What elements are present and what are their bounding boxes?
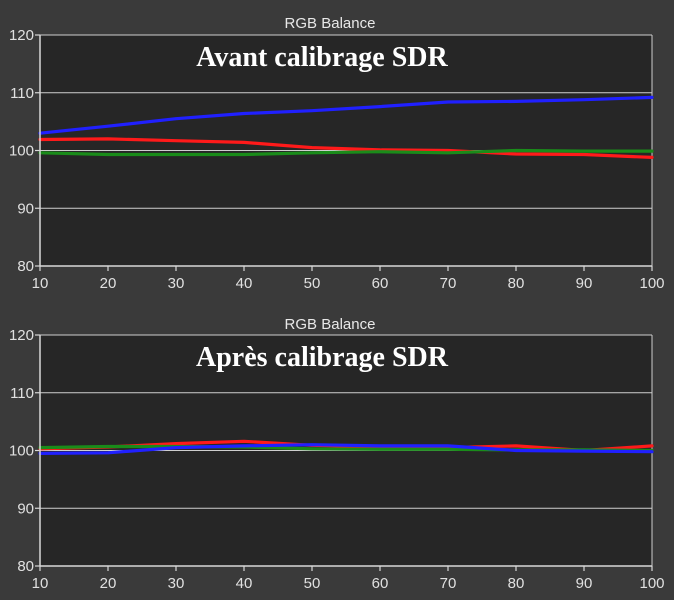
y-tick-label: 120 [9, 327, 34, 344]
x-tick-label: 70 [440, 275, 457, 292]
y-tick-label: 80 [17, 258, 34, 275]
y-tick-label: 100 [9, 143, 34, 160]
x-tick-label: 90 [576, 575, 593, 592]
x-tick-label: 70 [440, 575, 457, 592]
y-tick-label: 100 [9, 443, 34, 460]
chart-title: RGB Balance [285, 15, 376, 32]
x-tick-label: 20 [100, 575, 117, 592]
x-tick-label: 10 [32, 275, 49, 292]
x-tick-label: 50 [304, 575, 321, 592]
x-tick-label: 100 [639, 275, 664, 292]
x-tick-label: 30 [168, 275, 185, 292]
chart-panel: 80 90 100 110 120 10 20 30 40 50 60 70 80 90 100 RGB Ba… [9, 316, 665, 592]
y-tick-label: 120 [9, 27, 34, 44]
chart-annotation: Avant calibrage SDR [196, 42, 448, 73]
x-tick-label: 10 [32, 575, 49, 592]
x-tick-label: 40 [236, 575, 253, 592]
chart-panel: 80 90 100 110 120 10 20 30 40 50 60 70 80 90 100 RGB Ba… [9, 15, 665, 292]
y-tick-label: 90 [17, 500, 34, 517]
x-tick-label: 100 [639, 575, 664, 592]
x-tick-label: 80 [508, 275, 525, 292]
y-tick-label: 110 [10, 85, 34, 102]
x-tick-label: 50 [304, 275, 321, 292]
series-line [38, 443, 654, 455]
x-tick-label: 40 [236, 275, 253, 292]
x-tick-label: 20 [100, 275, 117, 292]
series-line [38, 148, 654, 157]
x-tick-label: 60 [372, 575, 389, 592]
y-tick-label: 90 [17, 200, 34, 217]
chart-title: RGB Balance [285, 316, 376, 333]
y-tick-label: 80 [17, 558, 34, 575]
x-tick-label: 80 [508, 575, 525, 592]
x-tick-label: 30 [168, 575, 185, 592]
chart-annotation: Après calibrage SDR [196, 342, 449, 373]
y-tick-label: 110 [10, 385, 34, 402]
series-line [38, 137, 654, 159]
x-tick-label: 60 [372, 275, 389, 292]
x-tick-label: 90 [576, 275, 593, 292]
series-line [38, 95, 654, 135]
